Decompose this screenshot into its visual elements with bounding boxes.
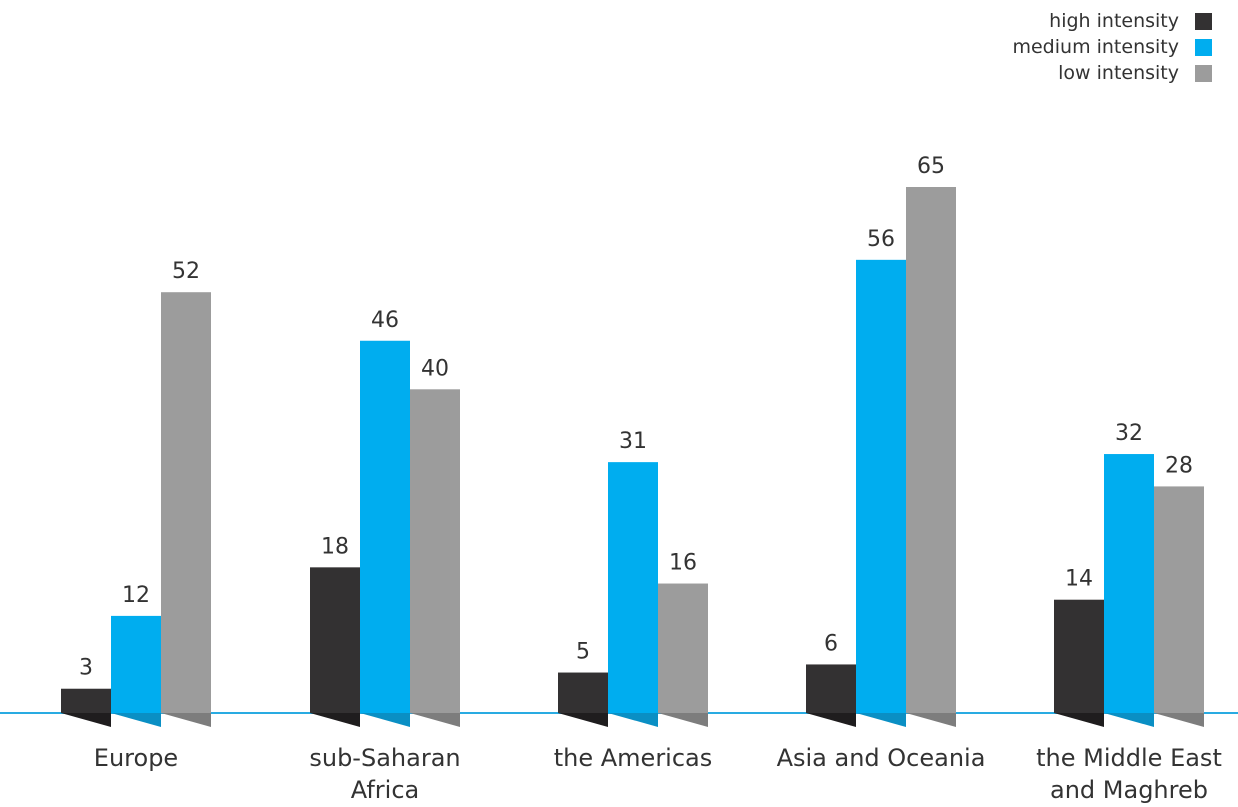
bar (310, 567, 360, 713)
data-label: 12 (122, 583, 150, 608)
category-label: Europe (94, 744, 178, 772)
legend-item-high-intensity: high intensity (1012, 8, 1212, 34)
bar (558, 672, 608, 713)
bar-facet (111, 713, 161, 727)
bar (410, 389, 460, 713)
bar-facet (1104, 713, 1154, 727)
bar (856, 259, 906, 713)
bar (360, 340, 410, 713)
bar (161, 292, 211, 713)
legend: high intensity medium intensity low inte… (1012, 8, 1212, 86)
bar (906, 187, 956, 713)
data-label: 6 (824, 631, 838, 656)
data-label: 40 (421, 356, 449, 381)
data-label: 28 (1165, 453, 1193, 478)
bar (1054, 599, 1104, 713)
bar-facet (906, 713, 956, 727)
bar-facet (360, 713, 410, 727)
bar (1154, 486, 1204, 713)
data-label: 18 (321, 534, 349, 559)
bar-facet (658, 713, 708, 727)
legend-swatch (1195, 64, 1212, 82)
category-label: Asia and Oceania (777, 744, 986, 772)
legend-swatch (1195, 12, 1212, 30)
bar-facet (558, 713, 608, 727)
bar-facet (806, 713, 856, 727)
bar-facet (410, 713, 460, 727)
bar-facet (161, 713, 211, 727)
category-label: sub-Saharan Africa (309, 744, 460, 804)
bar-facet (61, 713, 111, 727)
legend-label: low intensity (1058, 62, 1179, 84)
bar-facet (1054, 713, 1104, 727)
data-label: 46 (371, 308, 399, 333)
bar-facet (1154, 713, 1204, 727)
legend-label: medium intensity (1012, 36, 1179, 58)
bar (608, 462, 658, 713)
legend-item-medium-intensity: medium intensity (1012, 34, 1212, 60)
data-label: 32 (1115, 421, 1143, 446)
data-label: 14 (1065, 567, 1093, 592)
legend-item-low-intensity: low intensity (1012, 60, 1212, 86)
category-label: the Middle East and Maghreb (1036, 744, 1222, 804)
bar (806, 664, 856, 713)
data-label: 16 (669, 551, 697, 576)
category-label: the Americas (554, 744, 713, 772)
data-label: 3 (79, 656, 93, 681)
bar-facet (310, 713, 360, 727)
bar-facet (608, 713, 658, 727)
legend-label: high intensity (1049, 10, 1179, 32)
data-label: 56 (867, 227, 895, 252)
data-label: 65 (917, 154, 945, 179)
bar (658, 583, 708, 713)
data-label: 52 (172, 259, 200, 284)
bar (111, 615, 161, 713)
bar-facet (856, 713, 906, 727)
legend-swatch (1195, 38, 1212, 56)
bar (61, 688, 111, 713)
bar (1104, 454, 1154, 713)
data-label: 31 (619, 429, 647, 454)
data-label: 5 (576, 640, 590, 665)
